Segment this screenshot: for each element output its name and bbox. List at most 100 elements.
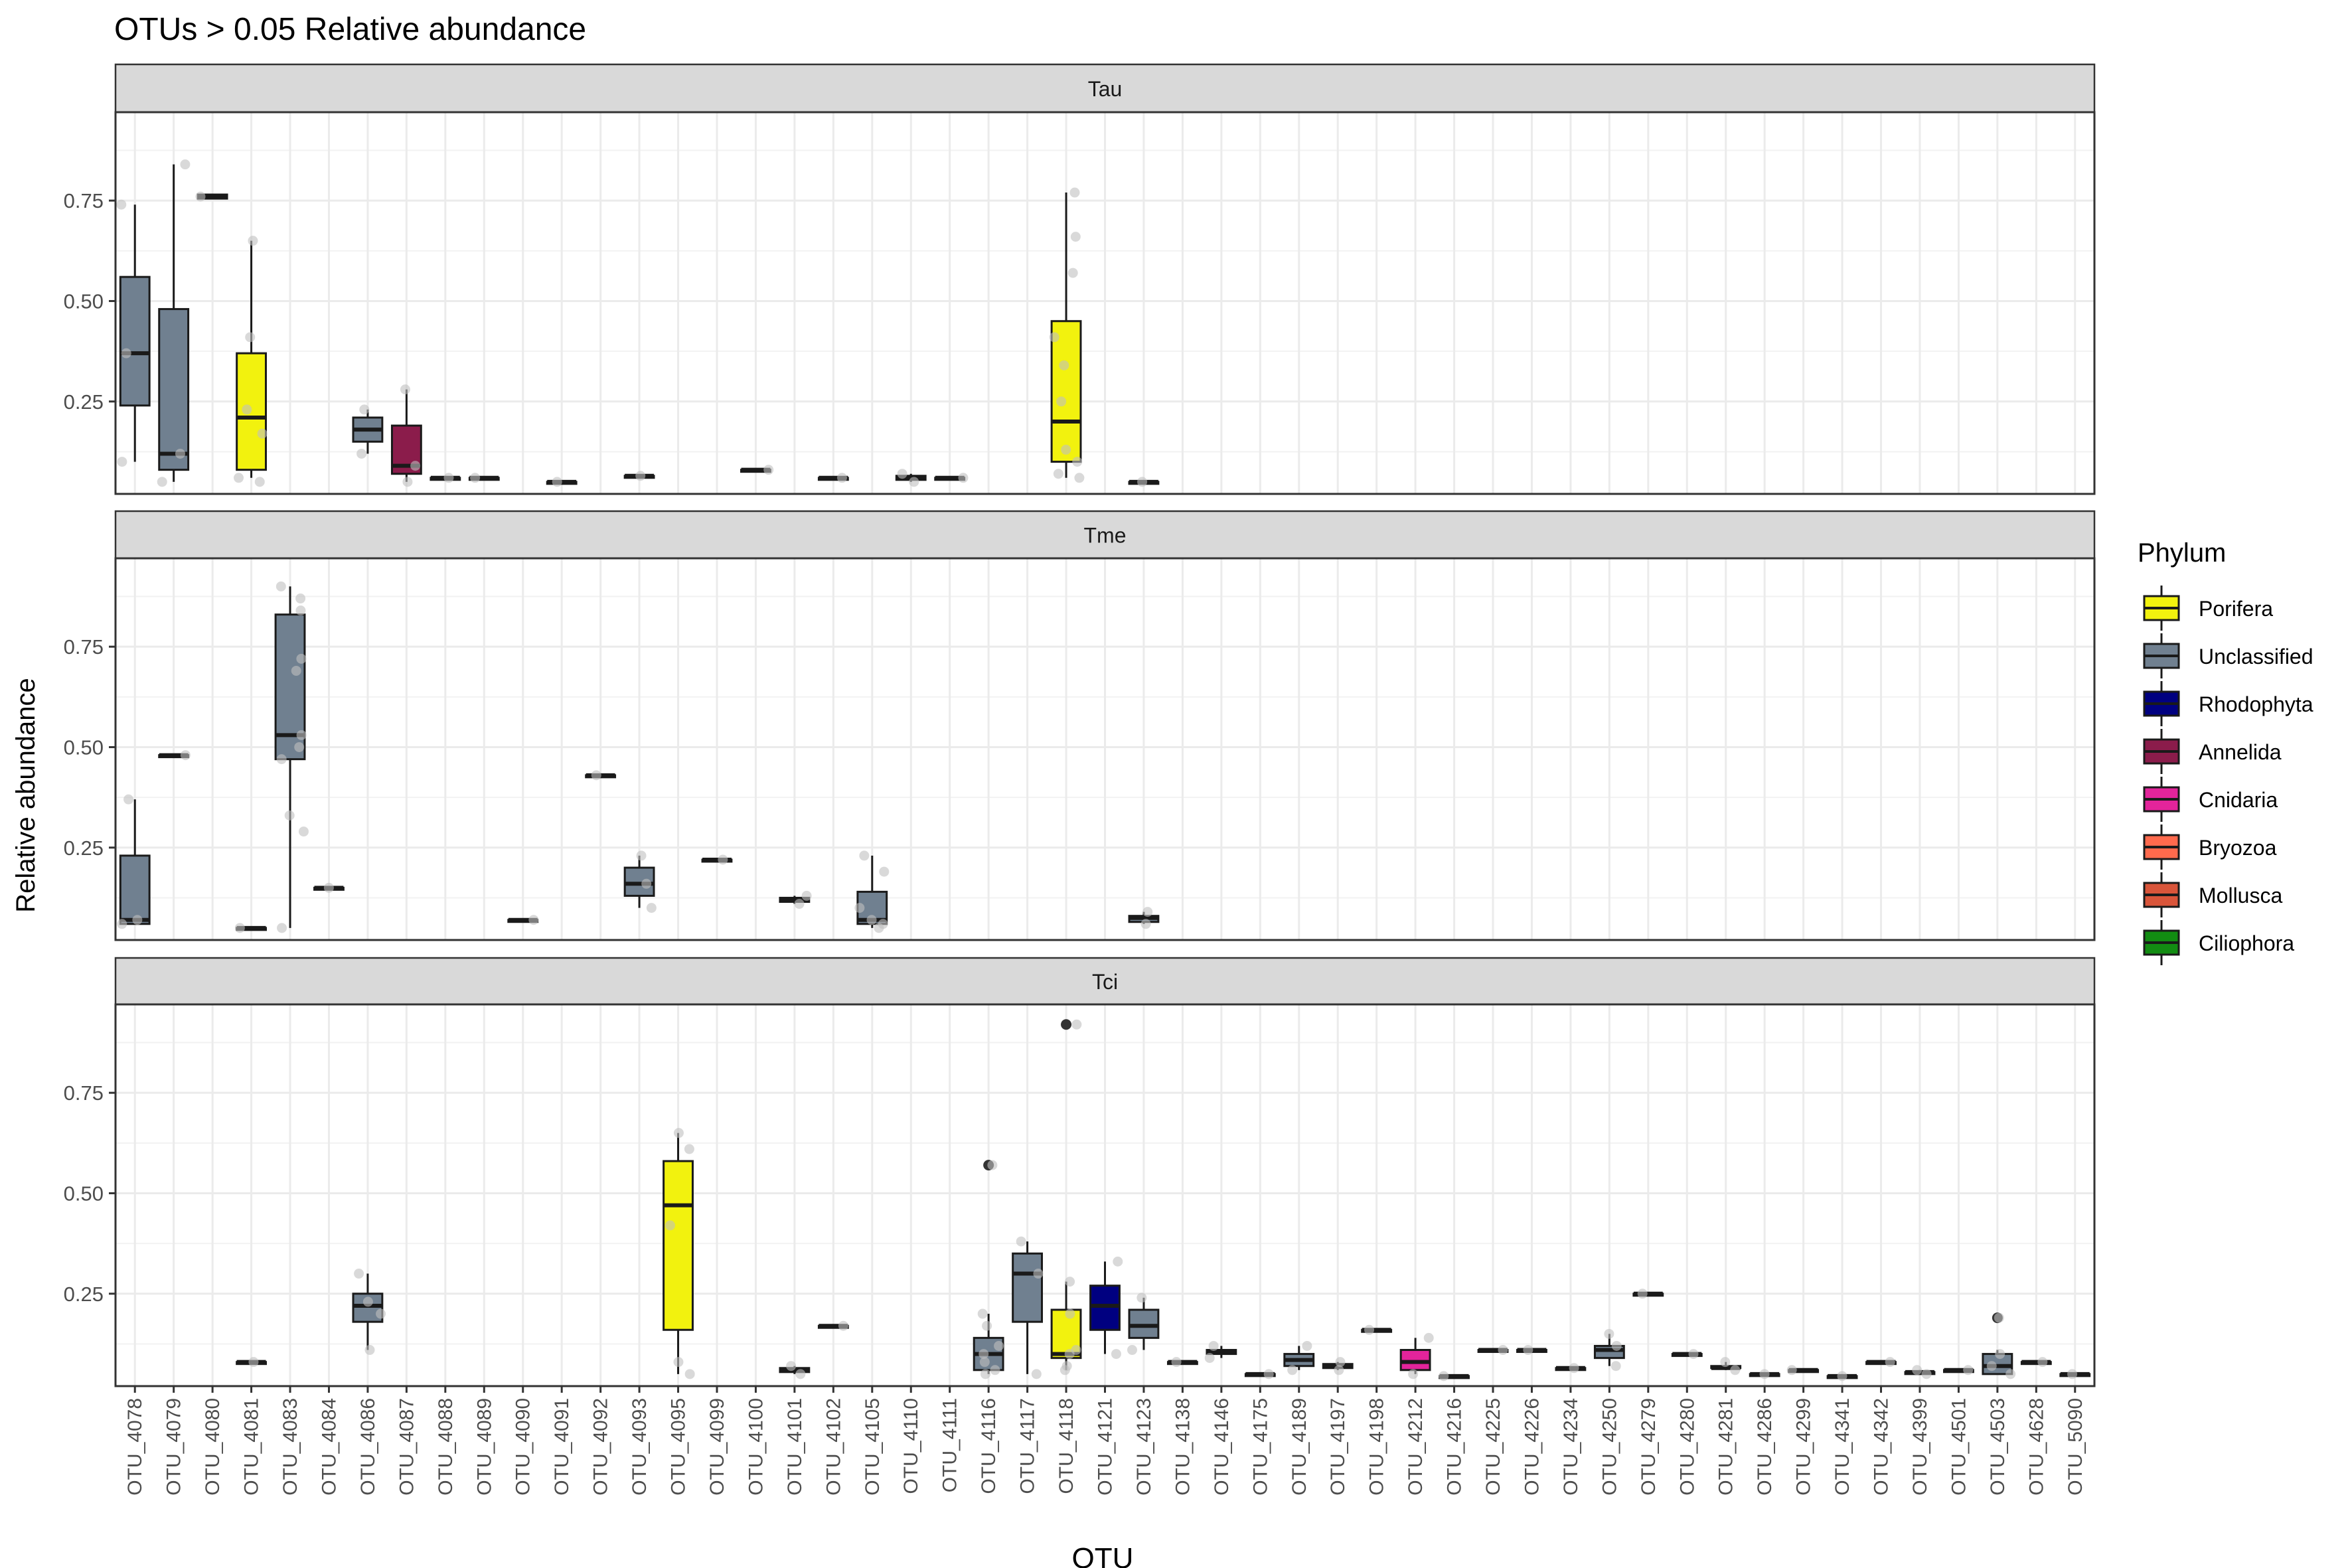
x-tick-label: OTU_4341 <box>1832 1398 1853 1496</box>
box-otu_4095 <box>663 1128 695 1379</box>
jitter-point <box>116 199 127 210</box>
x-tick-label: OTU_4084 <box>318 1398 340 1496</box>
facet-panel-tau: Tau 0.25 0.50 0.75 <box>64 63 2096 495</box>
box-otu_4226 <box>1516 1345 1547 1356</box>
panel-border <box>114 557 2096 941</box>
jitter-point <box>1033 1269 1044 1279</box>
box-otu_4234 <box>1555 1363 1587 1373</box>
box-body <box>1050 1308 1082 1360</box>
x-tick-label: OTU_4095 <box>668 1398 690 1496</box>
jitter-point <box>323 882 334 893</box>
jitter-point <box>980 1369 990 1379</box>
box-otu_4111 <box>934 473 969 483</box>
box-otu_4197 <box>1322 1357 1354 1375</box>
box-body <box>663 1160 694 1331</box>
jitter-point <box>443 473 454 483</box>
chart-title: OTUs > 0.05 Relative abundance <box>114 12 586 47</box>
jitter-point <box>123 794 134 805</box>
x-tick-label: OTU_4197 <box>1327 1398 1349 1496</box>
jitter-point <box>132 915 143 925</box>
jitter-point <box>254 477 265 487</box>
jitter-point <box>1334 1365 1344 1375</box>
box-otu_4146 <box>1204 1340 1237 1364</box>
legend-label: Annelida <box>2199 740 2282 764</box>
jitter-point <box>356 448 367 459</box>
y-tick-label: 0.50 <box>64 289 104 313</box>
jitter-point <box>1523 1345 1533 1356</box>
y-tick-label: 0.75 <box>64 635 104 659</box>
x-tick-label: OTU_4286 <box>1754 1398 1776 1496</box>
jitter-point <box>1069 187 1080 198</box>
x-tick-label: OTU_4212 <box>1405 1398 1427 1496</box>
jitter-point <box>117 457 127 467</box>
jitter-point <box>296 653 307 664</box>
jitter-point <box>1142 907 1153 917</box>
jitter-point <box>990 1365 1000 1375</box>
legend-label: Rhodophyta <box>2199 692 2313 716</box>
box-otu_4121 <box>1089 1256 1123 1360</box>
jitter-point <box>284 810 295 821</box>
panel-border <box>114 111 2096 495</box>
box-otu_4212 <box>1399 1332 1434 1379</box>
x-tick-label: OTU_4090 <box>512 1398 534 1496</box>
x-tick-label: OTU_4175 <box>1249 1398 1271 1496</box>
x-tick-label: OTU_4226 <box>1521 1398 1543 1496</box>
jitter-point <box>1885 1357 1895 1368</box>
jitter-point <box>180 750 191 761</box>
facet-strip <box>114 63 2096 114</box>
jitter-point <box>795 1369 806 1379</box>
x-tick-label: OTU_4080 <box>202 1398 224 1496</box>
jitter-point <box>866 915 877 925</box>
box-otu_4503 <box>1982 1312 2016 1379</box>
jitter-point <box>528 915 539 925</box>
jitter-point <box>1208 1340 1219 1351</box>
y-tick-label: 0.75 <box>64 189 104 212</box>
box-otu_4080 <box>195 191 228 202</box>
box-otu_4081 <box>234 923 267 933</box>
jitter-point <box>1611 1340 1622 1351</box>
x-axis: OTU_4078 OTU_4079 OTU_4080 OTU_4081 OTU_4083… <box>124 1386 2086 1496</box>
jitter-point <box>1837 1371 1847 1381</box>
jitter-point <box>1995 1349 2005 1360</box>
x-tick-label: OTU_4091 <box>551 1398 573 1496</box>
jitter-point <box>245 332 256 343</box>
box-otu_4089 <box>468 473 500 483</box>
jitter-point <box>1053 469 1063 479</box>
jitter-point <box>291 665 301 676</box>
x-tick-label: OTU_4146 <box>1211 1398 1233 1496</box>
jitter-point <box>1302 1340 1312 1351</box>
jitter-point <box>354 1269 364 1279</box>
jitter-point <box>1137 1293 1147 1303</box>
jitter-point <box>376 1308 386 1319</box>
legend-item-bryozoa: Bryozoa <box>2143 824 2277 870</box>
legend-item-cnidaria: Cnidaria <box>2143 777 2278 822</box>
jitter-point <box>673 1357 684 1368</box>
box-body <box>119 854 151 925</box>
x-tick-label: OTU_4087 <box>396 1398 418 1496</box>
x-tick-label: OTU_4089 <box>473 1398 495 1496</box>
jitter-point <box>1335 1357 1346 1368</box>
y-tick-label: 0.75 <box>64 1081 104 1105</box>
jitter-point <box>1016 1236 1026 1247</box>
x-tick-label: OTU_4189 <box>1289 1398 1310 1496</box>
jitter-point <box>641 878 652 889</box>
x-tick-label: OTU_4100 <box>745 1398 767 1496</box>
jitter-point <box>591 770 601 781</box>
jitter-point <box>234 473 244 483</box>
x-tick-label: OTU_4628 <box>2025 1398 2047 1496</box>
y-tick-label: 0.25 <box>64 390 104 414</box>
jitter-point <box>1065 1277 1075 1287</box>
jitter-point <box>362 1296 373 1307</box>
x-tick-label: OTU_4281 <box>1715 1398 1737 1496</box>
x-tick-label: OTU_4099 <box>706 1398 728 1496</box>
box-otu_4118 <box>1050 1019 1082 1375</box>
box-otu_4116 <box>973 1160 1004 1379</box>
box-otu_4093 <box>623 471 655 481</box>
jitter-point <box>242 404 252 415</box>
x-axis-label: OTU <box>1072 1542 1134 1568</box>
jitter-point <box>1408 1369 1419 1379</box>
box-otu_4102 <box>817 1320 849 1331</box>
legend-item-unclassified: Unclassified <box>2143 633 2313 678</box>
jitter-point <box>1067 268 1078 278</box>
facet-strip-label: Tme <box>1084 524 1127 548</box>
